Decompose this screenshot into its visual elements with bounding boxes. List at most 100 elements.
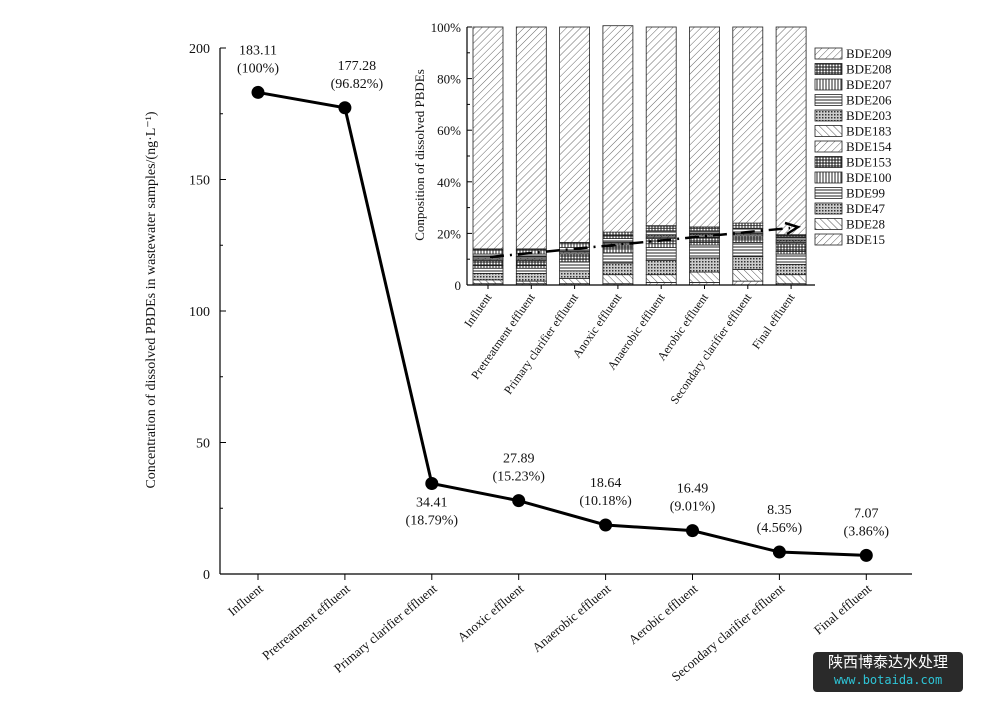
- legend-label: BDE206: [846, 93, 892, 108]
- inset-bar-segment-bde47: [515, 272, 547, 282]
- inset-y-tick-label: 20%: [437, 226, 461, 241]
- main-percent-label: (3.86%): [844, 524, 890, 539]
- inset-y-tick-label: 100%: [431, 20, 462, 35]
- inset-bar-segment-bde99: [775, 253, 807, 265]
- legend-label: BDE207: [846, 77, 892, 92]
- inset-bar-segment-bde47: [602, 262, 634, 276]
- legend-swatch-bde47: [814, 202, 843, 215]
- legend-swatch-bde209: [814, 47, 843, 60]
- main-percent-label: (96.82%): [331, 77, 384, 92]
- legend-label: BDE28: [846, 217, 885, 232]
- inset-bar-segment-bde99: [602, 252, 634, 264]
- inset-x-tick-label: Secondary clarifier effluent: [667, 290, 754, 406]
- inset-bar-segment-bde47: [559, 270, 590, 279]
- main-data-point: [512, 494, 526, 508]
- legend-label: BDE15: [846, 232, 885, 247]
- legend-label: BDE183: [846, 124, 892, 139]
- inset-bar-segment-bde153: [775, 243, 807, 252]
- main-value-label: 183.11: [239, 43, 277, 58]
- inset-bar-segment-bde28: [645, 274, 677, 283]
- main-x-tick-label: Influent: [225, 581, 266, 619]
- legend-label: BDE100: [846, 170, 892, 185]
- legend-swatch-bde100: [814, 171, 843, 184]
- inset-bar-segment-bde47: [775, 263, 807, 276]
- legend-swatch-bde206: [814, 94, 843, 106]
- main-y-tick-label: 150: [189, 174, 210, 189]
- main-percent-label: (10.18%): [579, 494, 632, 509]
- main-x-tick-label: Anoxic effluent: [454, 581, 527, 645]
- inset-bar-segment-bde99: [645, 247, 677, 261]
- inset-bar-segment-bde208: [602, 231, 634, 237]
- inset-bar-segment-bde153: [472, 260, 504, 267]
- inset-y-tick-label: 40%: [437, 175, 461, 190]
- inset-y-axis-label: Conposition of dissolved PBDEs: [412, 69, 427, 241]
- inset-bar-segment-bde209: [689, 26, 720, 228]
- inset-y-tick-label: 0: [455, 278, 462, 293]
- watermark: 陕西博泰达水处理 www.botaida.com: [813, 652, 963, 692]
- main-x-tick-label: Pretreatment effluent: [259, 581, 353, 663]
- inset-bar-segment-bde99: [515, 267, 547, 274]
- main-value-label: 7.07: [854, 506, 879, 521]
- legend-label: BDE153: [846, 155, 892, 170]
- main-y-tick-label: 100: [189, 305, 210, 320]
- legend-swatch-bde15: [814, 233, 843, 246]
- inset-bar-segment-bde99: [472, 267, 504, 274]
- main-data-point: [772, 545, 786, 559]
- inset-y-tick-label: 60%: [437, 123, 461, 138]
- main-value-label: 27.89: [503, 452, 535, 467]
- inset-bar-segment-bde209: [775, 26, 807, 236]
- main-percent-label: (100%): [237, 61, 279, 76]
- main-x-tick-label: Final effluent: [811, 581, 875, 638]
- main-percent-label: (15.23%): [492, 470, 545, 485]
- inset-bar-segment-bde153: [515, 260, 547, 267]
- watermark-line2: www.botaida.com: [833, 673, 943, 687]
- legend-swatch-bde99: [814, 187, 843, 199]
- main-data-point: [251, 85, 265, 99]
- main-value-label: 18.64: [590, 476, 622, 491]
- inset-bar-segment-bde99: [732, 242, 764, 258]
- inset-bar-segment-bde47: [689, 257, 720, 273]
- inset-x-tick-label: Influent: [461, 290, 495, 330]
- main-percent-label: (4.56%): [757, 521, 803, 536]
- main-data-point: [425, 477, 439, 491]
- inset-bar-segment-bde209: [515, 26, 547, 250]
- main-data-point: [859, 548, 873, 562]
- legend-label: BDE208: [846, 62, 892, 77]
- inset-bar-segment-bde28: [732, 269, 764, 282]
- main-value-label: 177.28: [338, 59, 377, 74]
- inset-bar-segment-bde207: [472, 249, 504, 255]
- legend-swatch-bde208: [814, 63, 843, 75]
- legend-label: BDE154: [846, 139, 892, 154]
- legend-swatch-bde207: [814, 78, 843, 91]
- inset-trend-arrow-head: [784, 221, 801, 236]
- main-y-tick-label: 0: [203, 568, 210, 583]
- inset-bar-segment-bde47: [472, 272, 504, 281]
- legend-label: BDE99: [846, 186, 885, 201]
- inset-bar-segment-bde100: [602, 248, 634, 254]
- legend-swatch-bde183: [814, 125, 843, 137]
- inset-bar-segment-bde47: [732, 256, 764, 270]
- legend-swatch-bde154: [814, 140, 843, 153]
- main-data-point: [599, 518, 613, 532]
- inset-bar-segment-bde28: [472, 279, 504, 285]
- inset-bar-segment-bde100: [645, 243, 677, 248]
- inset-y-tick-label: 80%: [437, 72, 461, 87]
- main-series-line: [257, 90, 867, 557]
- inset-bar-segment-bde206: [645, 230, 677, 236]
- inset-bar-segment-bde209: [602, 25, 634, 233]
- inset-bar-segment-bde28: [689, 271, 720, 283]
- legend-swatch-bde28: [814, 218, 843, 230]
- watermark-line1: 陕西博泰达水处理: [827, 653, 948, 671]
- inset-x-tick-label: Primary clarifier effluent: [501, 290, 582, 397]
- main-data-point: [338, 101, 352, 115]
- main-y-tick-label: 200: [189, 42, 210, 57]
- inset-bar-segment-bde47: [645, 260, 677, 276]
- main-data-point: [686, 524, 699, 538]
- inset-bar-segment-bde28: [775, 274, 807, 285]
- inset-bar-segment-bde209: [472, 26, 504, 250]
- legend-swatch-bde203: [814, 109, 843, 122]
- main-value-label: 16.49: [677, 482, 709, 497]
- main-y-axis-label: Concentration of dissolved PBDEs in wast…: [144, 111, 159, 488]
